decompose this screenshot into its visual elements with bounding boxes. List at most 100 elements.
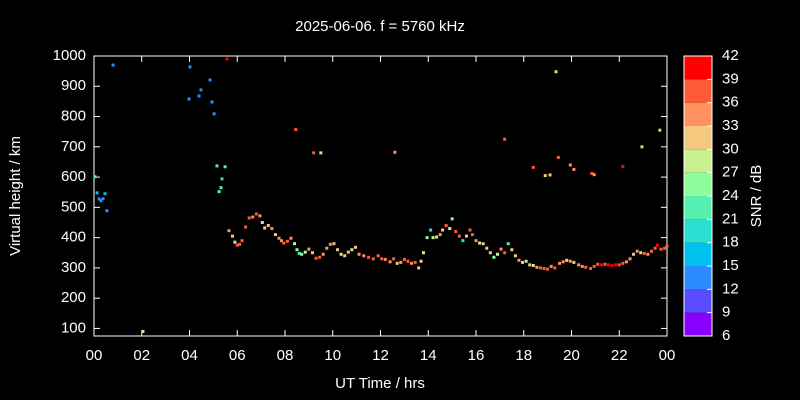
point bbox=[247, 216, 251, 220]
point bbox=[297, 251, 301, 255]
point bbox=[279, 239, 283, 243]
point bbox=[97, 197, 101, 201]
y-tick-label: 600 bbox=[61, 168, 86, 185]
point bbox=[461, 239, 465, 243]
point bbox=[289, 236, 293, 240]
point bbox=[367, 255, 371, 259]
point bbox=[649, 249, 653, 253]
point bbox=[318, 255, 322, 259]
point bbox=[277, 236, 281, 240]
point bbox=[270, 227, 274, 231]
point bbox=[210, 100, 214, 104]
colorbar-band bbox=[684, 79, 712, 103]
point bbox=[319, 151, 323, 155]
point bbox=[556, 155, 560, 159]
point bbox=[429, 228, 433, 232]
point bbox=[580, 264, 584, 268]
point bbox=[517, 258, 521, 262]
point bbox=[273, 233, 277, 237]
colorbar-label: SNR / dB bbox=[748, 165, 765, 228]
point bbox=[617, 263, 621, 267]
point bbox=[546, 267, 550, 271]
point bbox=[402, 257, 406, 261]
point bbox=[478, 241, 482, 245]
point bbox=[513, 254, 517, 258]
colorbar-tick-label: 15 bbox=[722, 257, 739, 274]
colorbar-tick-label: 27 bbox=[722, 164, 739, 181]
point bbox=[376, 254, 380, 258]
colorbar-tick-label: 36 bbox=[722, 94, 739, 111]
point bbox=[371, 257, 375, 261]
x-tick-label: 08 bbox=[277, 347, 294, 364]
point bbox=[410, 261, 414, 265]
colorbar-tick-label: 33 bbox=[722, 117, 739, 134]
x-tick-label: 22 bbox=[611, 347, 628, 364]
y-tick-label: 500 bbox=[61, 198, 86, 215]
point bbox=[474, 239, 478, 243]
point bbox=[187, 97, 191, 101]
point bbox=[450, 217, 454, 221]
y-tick-label: 700 bbox=[61, 138, 86, 155]
colorbar-band bbox=[684, 219, 712, 243]
x-axis-label: UT Time / hrs bbox=[335, 375, 425, 392]
point bbox=[470, 233, 474, 237]
point bbox=[219, 186, 223, 190]
point bbox=[362, 254, 366, 258]
point bbox=[336, 248, 340, 252]
colorbar-tick-label: 9 bbox=[722, 304, 730, 321]
y-tick-label: 100 bbox=[61, 319, 86, 336]
point bbox=[454, 230, 458, 234]
point bbox=[212, 112, 216, 116]
point bbox=[199, 88, 203, 92]
point bbox=[328, 242, 332, 246]
colorbar-tick-label: 42 bbox=[722, 47, 739, 64]
point bbox=[233, 240, 237, 244]
x-tick-label: 06 bbox=[229, 347, 246, 364]
x-tick-label: 20 bbox=[563, 347, 580, 364]
point bbox=[499, 247, 503, 251]
point bbox=[524, 259, 528, 263]
point bbox=[603, 262, 607, 266]
colorbar-band bbox=[684, 242, 712, 266]
colorbar-band bbox=[684, 102, 712, 126]
point bbox=[406, 259, 410, 263]
point bbox=[642, 251, 646, 255]
point bbox=[589, 266, 593, 270]
colorbar-tick-label: 18 bbox=[722, 234, 739, 251]
point bbox=[339, 252, 343, 256]
point bbox=[417, 266, 421, 270]
point bbox=[658, 128, 662, 132]
point bbox=[554, 70, 558, 74]
point bbox=[294, 128, 298, 132]
point bbox=[332, 242, 336, 246]
point bbox=[590, 171, 594, 175]
point bbox=[325, 246, 329, 250]
point bbox=[646, 252, 650, 256]
point bbox=[425, 236, 429, 240]
point bbox=[393, 150, 397, 154]
point bbox=[217, 190, 221, 194]
point bbox=[383, 257, 387, 261]
point bbox=[413, 260, 417, 264]
point bbox=[558, 261, 562, 265]
point bbox=[621, 261, 625, 265]
colorbar-band bbox=[684, 56, 712, 80]
point bbox=[528, 263, 532, 267]
point bbox=[543, 174, 547, 178]
point bbox=[431, 236, 435, 240]
point bbox=[99, 199, 103, 203]
point bbox=[457, 234, 461, 238]
x-tick-label: 14 bbox=[420, 347, 437, 364]
x-tick-label: 00 bbox=[86, 347, 103, 364]
point bbox=[101, 197, 105, 201]
point bbox=[254, 212, 258, 216]
point bbox=[584, 265, 588, 269]
point bbox=[258, 214, 262, 218]
point bbox=[260, 220, 264, 224]
point bbox=[235, 243, 239, 247]
point bbox=[285, 239, 289, 243]
point bbox=[577, 263, 581, 267]
y-tick-label: 300 bbox=[61, 259, 86, 276]
